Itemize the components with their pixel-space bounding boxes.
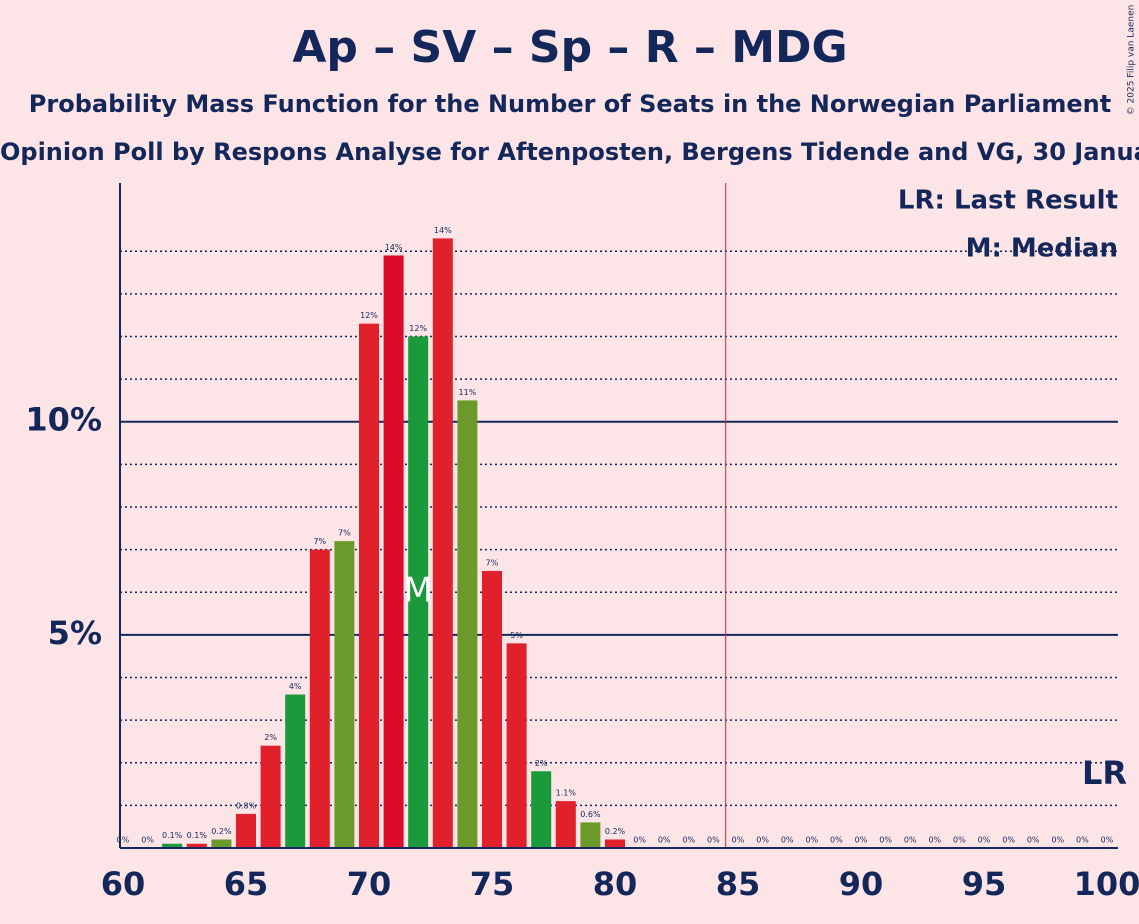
- value-label: 12%: [409, 324, 427, 333]
- value-label: 0%: [756, 836, 769, 845]
- x-tick-label: 65: [224, 865, 269, 903]
- x-tick-label: 70: [347, 865, 392, 903]
- y-tick-label: 5%: [48, 614, 102, 652]
- value-label: 0.1%: [187, 831, 208, 840]
- value-label: 0.6%: [580, 810, 601, 819]
- last-result-marker: LR: [1082, 754, 1127, 792]
- chart-subtitle: Probability Mass Function for the Number…: [29, 90, 1111, 118]
- x-tick-label: 75: [470, 865, 515, 903]
- value-label: 0%: [830, 836, 843, 845]
- value-label: 0.1%: [162, 831, 183, 840]
- value-label: 1.1%: [556, 789, 577, 798]
- bar: [506, 643, 527, 848]
- value-label: 0%: [141, 836, 154, 845]
- legend-entry: LR: Last Result: [898, 186, 1118, 216]
- bar: [309, 549, 330, 848]
- bar: [236, 813, 256, 848]
- value-label: 0.2%: [211, 827, 232, 836]
- value-label: 14%: [434, 226, 452, 235]
- bar: [186, 843, 207, 848]
- bar: [285, 694, 306, 848]
- value-label: 0%: [879, 836, 892, 845]
- value-label: 14%: [385, 243, 403, 252]
- value-label: 11%: [459, 388, 477, 397]
- value-label: 4%: [289, 682, 302, 691]
- x-tick-label: 90: [839, 865, 884, 903]
- x-tick-label: 100: [1074, 865, 1139, 903]
- value-label: 0%: [928, 836, 941, 845]
- value-label: 0%: [1051, 836, 1064, 845]
- value-label: 0%: [707, 836, 720, 845]
- value-label: 0%: [633, 836, 646, 845]
- bar: [334, 541, 355, 848]
- value-label: 0%: [781, 836, 794, 845]
- x-tick-label: 85: [716, 865, 761, 903]
- value-label: 0%: [117, 836, 130, 845]
- value-label: 5%: [510, 631, 523, 640]
- x-tick-label: 80: [593, 865, 638, 903]
- bar: [162, 843, 183, 848]
- value-label: 0%: [658, 836, 671, 845]
- bar: [605, 839, 625, 848]
- value-label: 0%: [1027, 836, 1040, 845]
- median-marker: M: [404, 571, 433, 611]
- chart-title: Ap – SV – Sp – R – MDG: [292, 22, 847, 73]
- x-tick-label: 60: [101, 865, 146, 903]
- value-label: 2%: [535, 759, 548, 768]
- value-label: 0%: [682, 836, 695, 845]
- value-label: 7%: [486, 558, 499, 567]
- value-label: 7%: [313, 537, 326, 546]
- value-label: 0%: [732, 836, 745, 845]
- value-label: 0%: [904, 836, 917, 845]
- chart-subtitle: Opinion Poll by Respons Analyse for Afte…: [0, 138, 1139, 166]
- bar: [531, 771, 552, 848]
- bar: [211, 839, 232, 848]
- bar: [482, 570, 502, 848]
- bar: [359, 323, 379, 848]
- x-tick-label: 95: [962, 865, 1007, 903]
- bar: [580, 822, 601, 848]
- value-label: 0%: [805, 836, 818, 845]
- copyright: © 2025 Filip van Laenen: [1127, 5, 1137, 116]
- value-label: 0.2%: [605, 827, 626, 836]
- value-label: 2%: [264, 733, 277, 742]
- value-label: 0.8%: [236, 801, 257, 810]
- bar: [457, 400, 478, 848]
- value-label: 12%: [360, 311, 378, 320]
- value-label: 0%: [978, 836, 991, 845]
- value-label: 0%: [855, 836, 868, 845]
- bar: [408, 336, 429, 848]
- bar: [260, 745, 281, 848]
- y-tick-label: 10%: [25, 401, 102, 439]
- value-label: 0%: [1076, 836, 1089, 845]
- value-label: 0%: [1002, 836, 1015, 845]
- bar: [432, 238, 453, 848]
- value-label: 0%: [1101, 836, 1114, 845]
- bar: [383, 255, 404, 848]
- value-label: 7%: [338, 529, 351, 538]
- legend-entry: M: Median: [966, 234, 1118, 264]
- bar: [555, 801, 576, 848]
- value-label: 0%: [953, 836, 966, 845]
